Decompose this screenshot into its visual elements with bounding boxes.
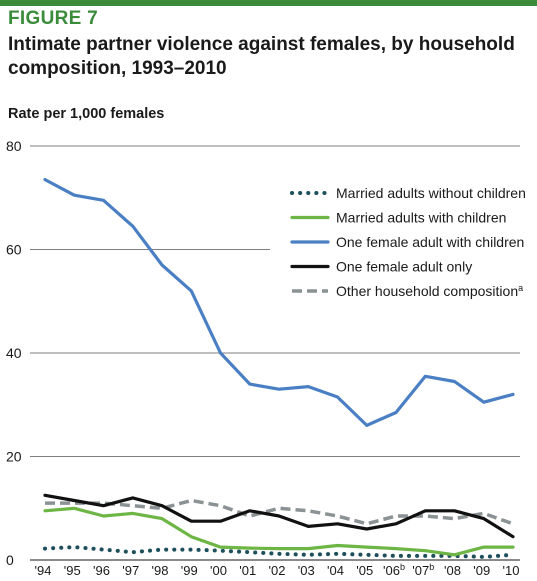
legend-label: Other household compositiona — [336, 283, 523, 299]
series-lines — [43, 178, 515, 559]
x-tick-label: '95 — [64, 563, 81, 578]
x-tick-label: '07b — [412, 562, 434, 578]
y-axis-ticks: 0 20 40 60 80 — [6, 138, 22, 568]
legend-label: One female adult only — [336, 259, 472, 275]
x-tick-label: '97 — [122, 563, 139, 578]
legend: Married adults without children Married a… — [290, 185, 526, 299]
x-tick-label: '06b — [383, 562, 405, 578]
y-tick-label: 20 — [6, 449, 22, 465]
series-line-married-adults-with-children — [43, 506, 515, 557]
x-tick-label: '96 — [93, 563, 110, 578]
x-tick-label: '99 — [181, 563, 198, 578]
chart-title: Intimate partner violence against female… — [8, 34, 515, 79]
x-tick-label: '05 — [356, 563, 373, 578]
series-line-married-adults-without-children — [43, 545, 515, 559]
x-tick-superscript: b — [400, 562, 405, 572]
y-tick-label: 0 — [6, 552, 14, 568]
y-tick-label: 60 — [6, 242, 22, 258]
legend-label: One female adult with children — [336, 234, 524, 250]
series-line-one-female-adult-only — [43, 493, 515, 539]
x-tick-label: '04 — [327, 563, 344, 578]
x-tick-label: '10 — [503, 563, 520, 578]
x-tick-label: '00 — [210, 563, 227, 578]
top-rule — [0, 0, 537, 6]
y-tick-label: 80 — [6, 138, 22, 154]
x-tick-superscript: b — [429, 562, 434, 572]
legend-superscript: a — [518, 283, 523, 293]
x-tick-label: '02 — [269, 563, 286, 578]
x-tick-label: '08 — [444, 563, 461, 578]
x-axis-ticks: '94 '95 '96 '97 '98 '99 '00 '01 '02 '03 '04 '05 '06b… — [35, 562, 520, 578]
legend-label: Married adults without children — [336, 185, 526, 201]
x-tick-label: '98 — [152, 563, 169, 578]
y-axis-label: Rate per 1,000 females — [8, 106, 165, 122]
legend-label: Married adults with children — [336, 210, 506, 226]
series-line-one-female-adult-with-children — [43, 178, 515, 427]
y-tick-label: 40 — [6, 345, 22, 361]
series-line-other-household-composition — [45, 498, 514, 526]
x-tick-label: '94 — [35, 563, 52, 578]
gridlines — [30, 145, 520, 561]
x-tick-label: '03 — [298, 563, 315, 578]
x-tick-label: '09 — [473, 563, 490, 578]
x-tick-label: '01 — [239, 563, 256, 578]
figure-label: FIGURE 7 — [8, 8, 99, 29]
